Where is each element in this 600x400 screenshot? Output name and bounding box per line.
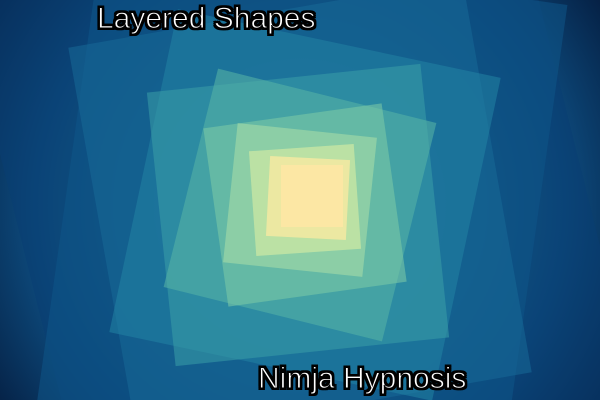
image-title: Layered Shapes	[97, 2, 316, 36]
image-subtitle: Nimja Hypnosis	[257, 362, 467, 396]
layer-square-11	[281, 165, 343, 227]
